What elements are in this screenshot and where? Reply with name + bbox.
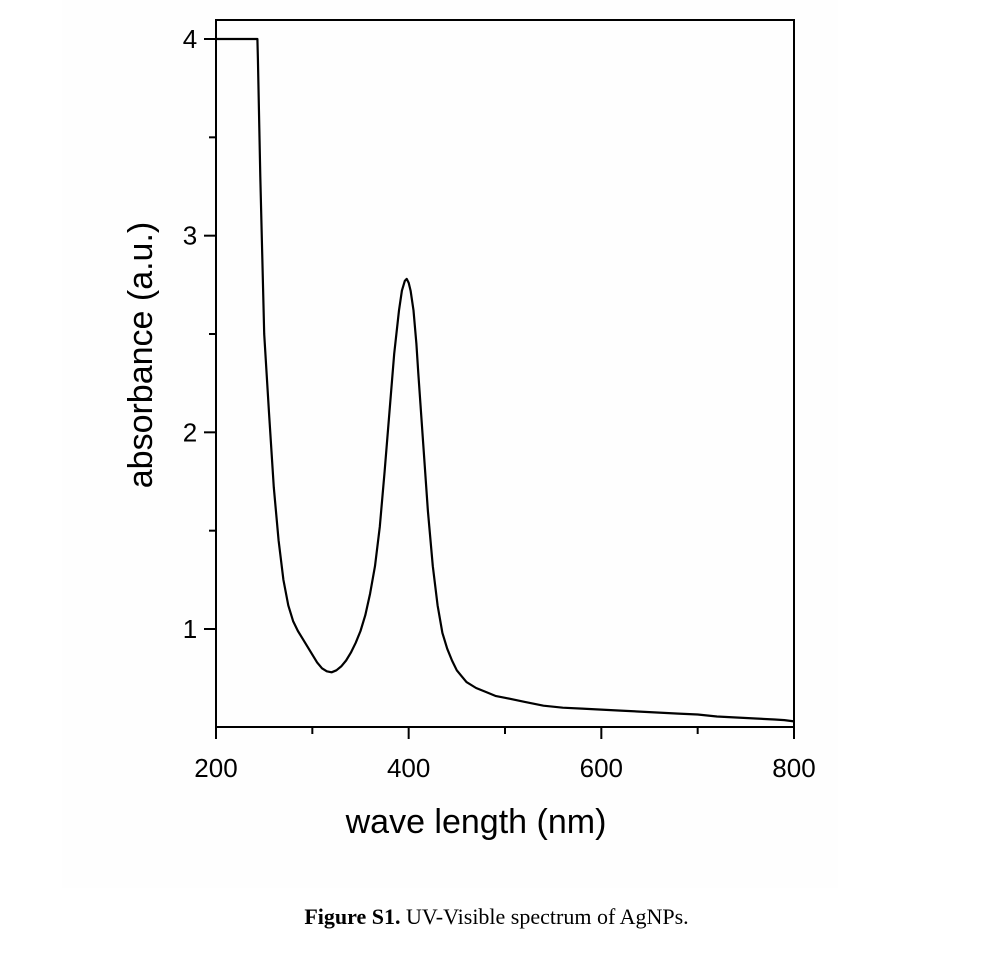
plot-frame [215,19,795,728]
figure-panel [62,0,838,888]
y-axis-ticks: 1 2 3 4 [183,24,216,644]
y-tick-label: 4 [183,24,197,54]
x-axis-ticks: 200 400 600 800 [194,727,816,783]
x-tick-label: 200 [194,753,237,783]
y-tick-label: 2 [183,417,197,447]
caption-label: Figure S1. [304,904,401,929]
y-tick-label: 1 [183,614,197,644]
y-axis-title: absorbance (a.u.) [122,222,160,489]
x-tick-label: 600 [580,753,623,783]
x-tick-label: 400 [387,753,430,783]
figure-caption: Figure S1. UV-Visible spectrum of AgNPs. [0,904,993,930]
x-axis-title: wave length (nm) [345,803,607,841]
x-tick-label: 800 [772,753,815,783]
y-tick-label: 3 [183,221,197,251]
spectrum-line [216,37,795,723]
caption-text: UV-Visible spectrum of AgNPs. [400,904,689,929]
